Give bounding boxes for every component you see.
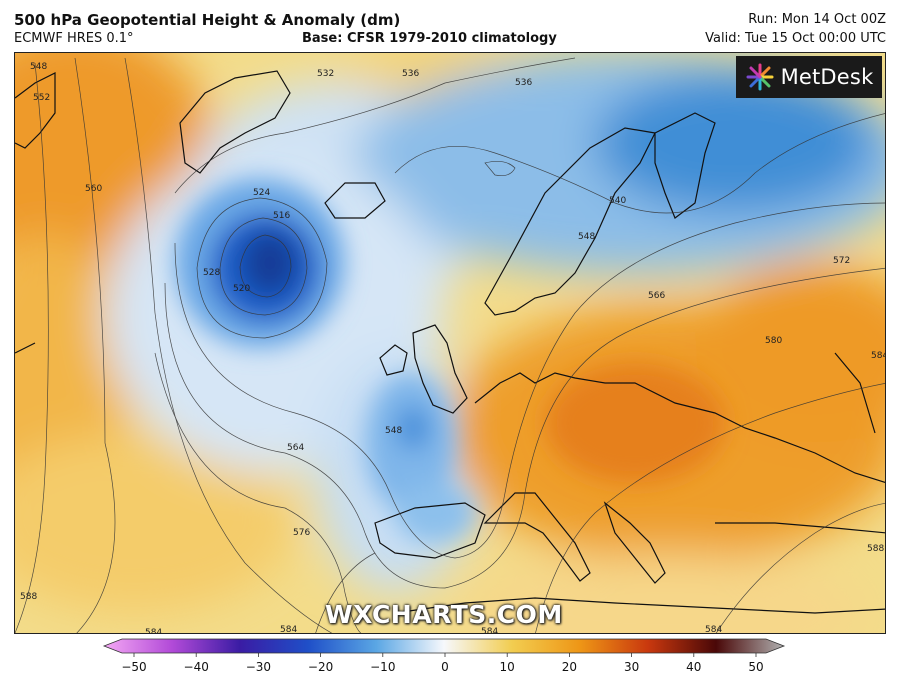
contour-label: 528 — [203, 268, 220, 278]
colorbar-tick-label: −40 — [184, 660, 209, 674]
colorbar-svg: −50 −40 −30 −20 −10 0 10 20 30 40 50 — [102, 638, 786, 674]
chart-title: 500 hPa Geopotential Height & Anomaly (d… — [14, 11, 401, 29]
contour-label: 548 — [385, 426, 402, 436]
contour-label: 588 — [20, 592, 37, 602]
contour-label: 536 — [402, 69, 419, 79]
contour-label: 584 — [280, 625, 297, 634]
map-canvas: 548 552 560 524 516 528 520 532 536 536 … — [15, 53, 886, 634]
contour-label: 540 — [609, 196, 626, 206]
contour-label: 564 — [287, 443, 304, 453]
contour-label: 548 — [30, 62, 47, 72]
contour-label: 560 — [85, 184, 102, 194]
colorbar-tick-label: −30 — [246, 660, 271, 674]
metdesk-starburst-icon — [746, 63, 774, 91]
anomaly-shading — [15, 53, 885, 633]
contour-label: 552 — [33, 93, 50, 103]
colorbar-tick-label: 20 — [562, 660, 577, 674]
contour-label: 532 — [317, 69, 334, 79]
height-contours — [15, 57, 885, 633]
colorbar-tick-label: 10 — [500, 660, 515, 674]
valid-time-label: Valid: Tue 15 Oct 00:00 UTC — [705, 31, 886, 46]
contour-label: 584 — [145, 628, 162, 634]
run-time-label: Run: Mon 14 Oct 00Z — [748, 12, 886, 27]
colorbar-tick-label: −50 — [121, 660, 146, 674]
metdesk-logo: MetDesk — [736, 56, 882, 98]
base-climatology-label: Base: CFSR 1979-2010 climatology — [302, 31, 557, 46]
contour-label: 516 — [273, 211, 290, 221]
contour-label: 520 — [233, 284, 250, 294]
contour-label: 566 — [648, 291, 665, 301]
wxcharts-watermark: WXCHARTS.COM — [325, 600, 563, 629]
colorbar-tick-label: 30 — [624, 660, 639, 674]
contour-label: 584 — [871, 351, 886, 361]
contour-label: 572 — [833, 256, 850, 266]
contour-label: 536 — [515, 78, 532, 88]
model-label: ECMWF HRES 0.1° — [14, 31, 134, 46]
contour-label: 584 — [481, 627, 498, 634]
colorbar-tick-label: 50 — [748, 660, 763, 674]
coastlines — [15, 70, 885, 614]
contour-label: 524 — [253, 188, 270, 198]
colorbar-ticks: −50 −40 −30 −20 −10 0 10 20 30 40 50 — [121, 653, 764, 674]
contour-label: 548 — [578, 232, 595, 242]
contour-label: 584 — [705, 625, 722, 634]
contour-label: 576 — [293, 528, 310, 538]
contour-labels: 548 552 560 524 516 528 520 532 536 536 … — [20, 62, 886, 634]
colorbar-ramp — [102, 638, 786, 654]
anomaly-map: 548 552 560 524 516 528 520 532 536 536 … — [14, 52, 886, 634]
contour-label: 588 — [867, 544, 884, 554]
metdesk-logo-text: MetDesk — [780, 65, 874, 89]
colorbar: −50 −40 −30 −20 −10 0 10 20 30 40 50 — [0, 636, 900, 689]
colorbar-tick-label: 40 — [686, 660, 701, 674]
colorbar-tick-label: −10 — [370, 660, 395, 674]
colorbar-tick-label: 0 — [441, 660, 449, 674]
contour-label: 580 — [765, 336, 782, 346]
colorbar-tick-label: −20 — [308, 660, 333, 674]
